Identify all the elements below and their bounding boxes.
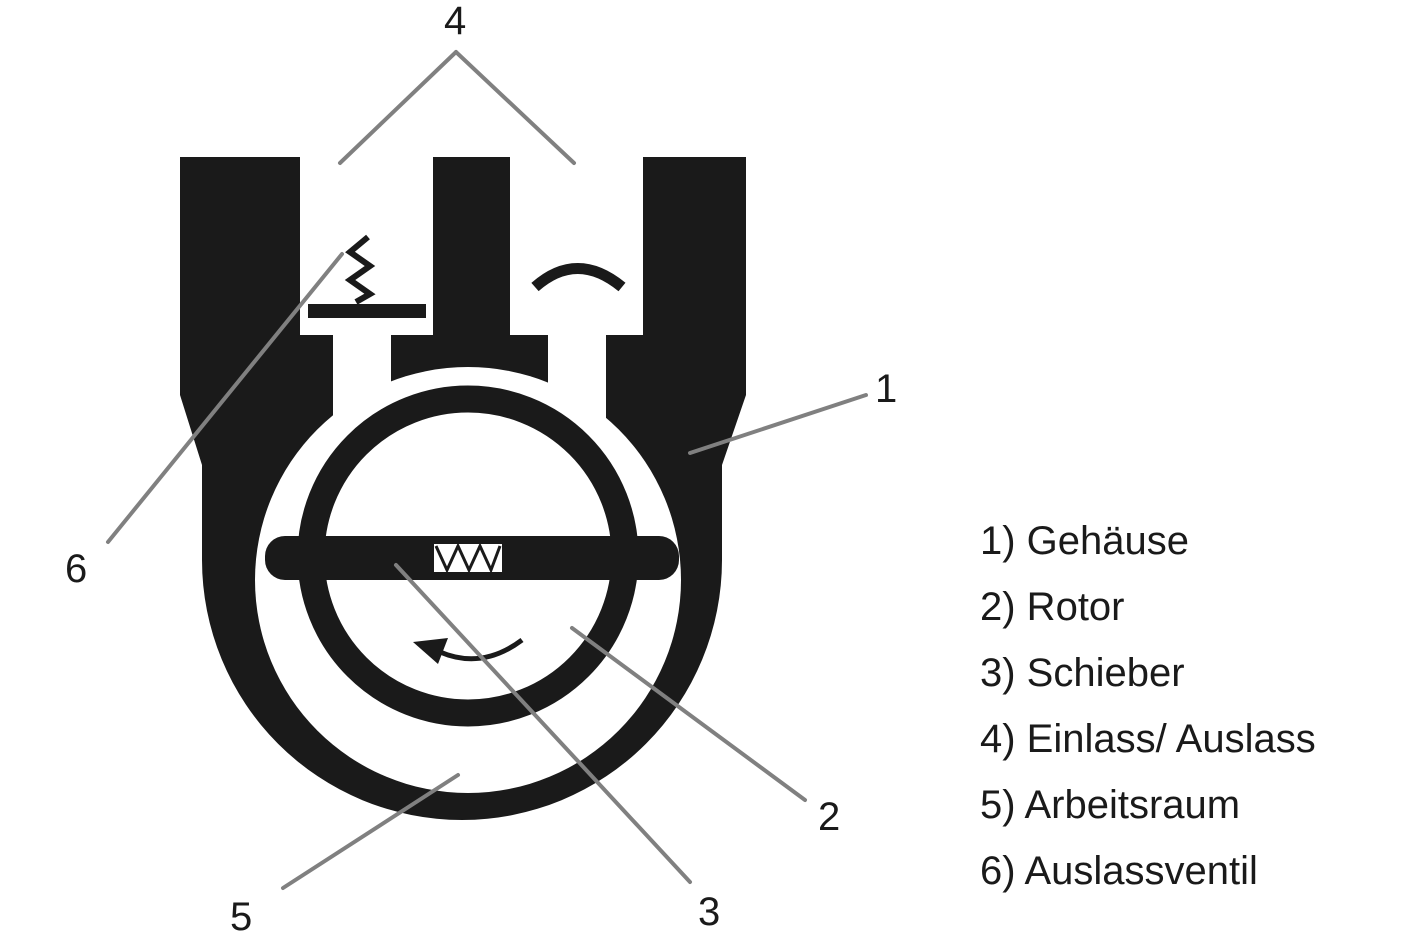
port-arc [531,263,626,292]
legend-item-housing: 1) Gehäuse [980,519,1190,563]
vane [265,536,679,580]
leader-line-1 [688,393,868,455]
valve-plate [308,304,426,318]
legend-item-vane: 3) Schieber [980,651,1185,695]
right-port-chamber [510,157,643,335]
leader-line-3 [394,563,692,884]
vane-spring-icon [434,542,502,574]
legend-item-working-space: 5) Arbeitsraum [980,783,1241,827]
outlet-valve [308,234,426,318]
callout-6: 6 [65,547,87,591]
callout-numbers: 4 1 6 2 3 5 [65,0,897,939]
legend-item-rotor: 2) Rotor [980,585,1125,629]
leader-line-4b [454,50,576,165]
legend-item-outlet-valve: 6) Auslassventil [980,849,1258,893]
leader-lines [106,50,868,890]
callout-3: 3 [698,890,720,934]
leader-line-5 [281,773,460,890]
callout-5: 5 [230,895,252,939]
leader-line-4a [338,50,458,165]
valve-spring-icon [344,234,376,305]
callout-1: 1 [875,367,897,411]
legend-item-inlet-outlet: 4) Einlass/ Auslass [980,717,1316,761]
callout-4: 4 [444,0,466,43]
leader-line-6 [106,252,344,544]
legend: 1) Gehäuse 2) Rotor 3) Schieber 4) Einla… [980,508,1316,904]
leader-line-2 [570,626,807,802]
callout-2: 2 [818,795,840,839]
